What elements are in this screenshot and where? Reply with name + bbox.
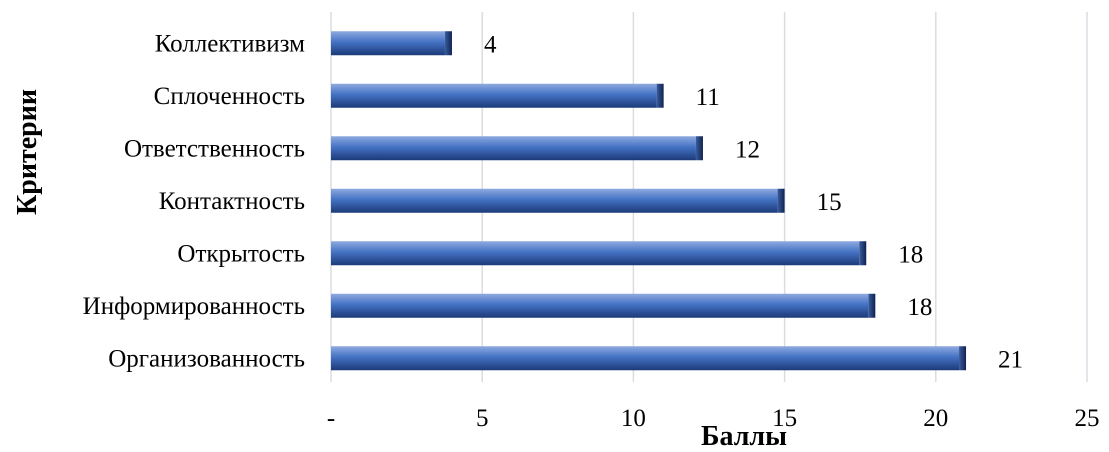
data-label: 12 bbox=[735, 136, 760, 163]
bar-body bbox=[331, 241, 860, 266]
bar-body bbox=[331, 188, 778, 213]
data-label: 18 bbox=[898, 241, 923, 268]
category-label: Ответственность bbox=[124, 135, 305, 162]
bar-end-cap bbox=[656, 83, 664, 108]
bar-body bbox=[331, 83, 657, 108]
bar-end-cap bbox=[868, 293, 876, 318]
bar-end-cap bbox=[959, 346, 967, 371]
y-axis-title: Критерии bbox=[12, 89, 43, 215]
bars bbox=[331, 31, 967, 371]
data-labels: 4 11 12 15 18 18 21 bbox=[484, 31, 1023, 373]
data-label: 18 bbox=[907, 294, 932, 321]
x-tick-label: 10 bbox=[621, 405, 646, 432]
category-labels: Коллективизм Сплоченность Ответственность К… bbox=[83, 30, 306, 372]
bar-body bbox=[331, 31, 445, 56]
bar-end-cap bbox=[859, 241, 867, 266]
x-tick-label: 25 bbox=[1075, 405, 1100, 432]
bar-end-cap bbox=[444, 31, 452, 56]
bar-body bbox=[331, 293, 869, 318]
data-label: 4 bbox=[484, 31, 497, 58]
category-label: Контактность bbox=[159, 188, 305, 215]
category-label: Информированность bbox=[83, 293, 305, 320]
category-label: Организованность bbox=[108, 345, 305, 372]
bar-end-cap bbox=[777, 188, 785, 213]
bar bbox=[331, 241, 867, 266]
x-tick-label: 15 bbox=[772, 405, 797, 432]
x-tick-label: 20 bbox=[923, 405, 948, 432]
category-label: Коллективизм bbox=[155, 30, 305, 57]
bar bbox=[331, 293, 876, 318]
x-tick-label: 5 bbox=[476, 405, 489, 432]
bar bbox=[331, 188, 785, 213]
bar-end-cap bbox=[695, 136, 703, 161]
bar bbox=[331, 83, 664, 108]
category-label: Открытость bbox=[177, 240, 305, 267]
bar bbox=[331, 136, 703, 161]
x-tick-label: - bbox=[327, 405, 335, 432]
x-axis-title: Баллы bbox=[701, 421, 787, 452]
bar bbox=[331, 31, 452, 56]
bar bbox=[331, 346, 967, 371]
category-label: Сплоченность bbox=[154, 83, 305, 110]
x-tick-labels: - 5 10 15 20 25 bbox=[327, 405, 1100, 432]
bar-body bbox=[331, 136, 696, 161]
data-label: 11 bbox=[696, 84, 720, 111]
data-label: 21 bbox=[998, 346, 1023, 373]
data-label: 15 bbox=[817, 189, 842, 216]
bar-body bbox=[331, 346, 960, 371]
